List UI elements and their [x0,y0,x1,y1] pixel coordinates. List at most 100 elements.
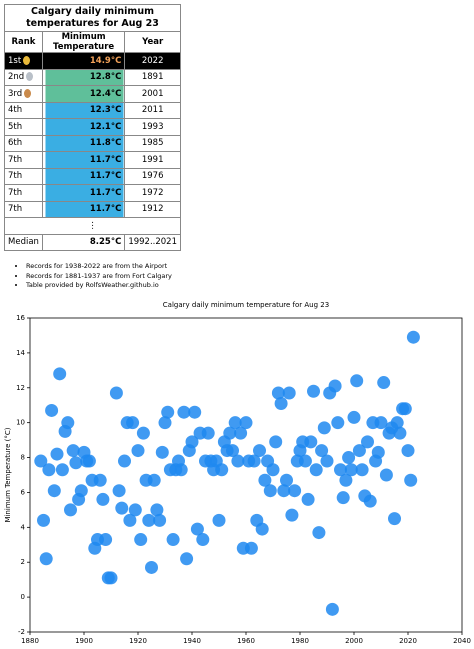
data-point [61,416,75,430]
temperature-cell: 11.7°C [41,200,126,218]
table-row: 4th 12.3°C 2011 [4,101,181,119]
y-tick-label: 8 [21,454,25,462]
data-point [247,454,261,468]
column-header: Year [124,31,181,53]
rank-cell: 6th [4,134,43,152]
data-point [215,463,229,477]
notes: Records for 1938-2022 are from the Airpo… [14,262,172,291]
data-point [388,512,401,526]
data-point [45,403,59,417]
y-tick-label: 6 [21,488,26,496]
data-point [301,492,315,506]
data-point [153,513,167,527]
data-point [244,541,258,555]
median-years: 1992..2021 [124,233,181,251]
rank-cell: 7th [4,200,43,218]
table-row: 1st 14.9°C 2022 [4,52,181,70]
ranking-table: Calgary daily minimum temperatures for A… [4,4,181,251]
year-cell: 1993 [124,118,181,136]
data-point [344,463,358,477]
x-tick-label: 2000 [345,637,363,645]
data-point [304,435,318,449]
data-point [390,416,404,430]
year-cell: 1912 [124,200,181,218]
data-point [93,473,107,487]
data-point [406,330,420,344]
data-point [82,454,96,468]
data-point [185,435,199,449]
table-row: 7th 11.7°C 1991 [4,151,181,169]
data-point [328,379,342,393]
ellipsis: ⋮ [4,217,181,235]
data-point [190,522,204,536]
year-cell: 1891 [124,68,181,86]
data-point [334,463,347,477]
data-point [126,416,140,430]
data-point [99,533,113,547]
data-point [112,484,126,498]
rank-cell: 4th [4,101,43,119]
year-cell: 1976 [124,167,181,185]
rank-cell: 1st [4,52,43,70]
data-point [298,454,312,468]
rank-cell: 7th [4,184,43,202]
data-point [239,416,253,430]
data-point [361,435,374,449]
data-point [212,513,226,527]
rank-cell: 7th [4,151,43,169]
data-point [282,386,296,400]
data-point [339,473,353,487]
data-point [347,410,361,424]
data-point [269,435,283,449]
table-body: 1st 14.9°C 2022 2nd 12.8°C 1891 3rd 12.4°C 2001 4… [4,52,181,251]
data-point [145,560,158,574]
temperature-cell: 12.1°C [41,118,126,136]
x-tick-label: 1960 [237,637,255,645]
year-cell: 1985 [124,134,181,152]
data-point [50,447,64,461]
data-point [180,552,194,566]
data-point [255,522,269,536]
data-point [47,484,61,498]
data-point [142,513,156,527]
chart-title: Calgary daily minimum temperature for Au… [163,301,329,309]
x-tick-label: 1880 [21,637,39,645]
y-tick-label: 4 [21,523,26,531]
rank-cell: 3rd [4,85,43,103]
data-point [177,405,191,419]
data-point [223,426,237,440]
data-point [131,444,145,458]
temperature-cell: 11.7°C [41,167,126,185]
data-point [174,463,188,477]
data-point [342,451,356,465]
data-point [315,444,329,458]
data-point [263,484,277,498]
y-tick-label: 10 [16,419,25,427]
data-point [379,468,393,482]
data-point [271,386,285,400]
year-cell: 2011 [124,101,181,119]
data-point [325,602,339,616]
temperature-cell: 12.8°C [41,68,126,86]
y-tick-label: 14 [16,349,25,357]
data-point [363,494,377,508]
medal-icon [23,55,31,65]
table-row: 7th 11.7°C 1972 [4,184,181,202]
data-point [158,416,172,430]
data-point [309,463,323,477]
medal-icon [24,88,32,98]
table-row: 3rd 12.4°C 2001 [4,85,181,103]
data-point [401,444,415,458]
year-cell: 2001 [124,85,181,103]
y-tick-label: 0 [21,593,25,601]
data-point [74,484,88,498]
rank-cell: 2nd [4,68,43,86]
temperature-cell: 12.4°C [41,85,126,103]
table-title: Calgary daily minimum temperatures for A… [4,4,181,32]
year-cell: 2022 [124,52,181,70]
note: Table provided by RolfsWeather.github.io [26,281,172,291]
data-point [37,513,50,527]
data-point [188,405,202,419]
data-point [317,421,331,435]
